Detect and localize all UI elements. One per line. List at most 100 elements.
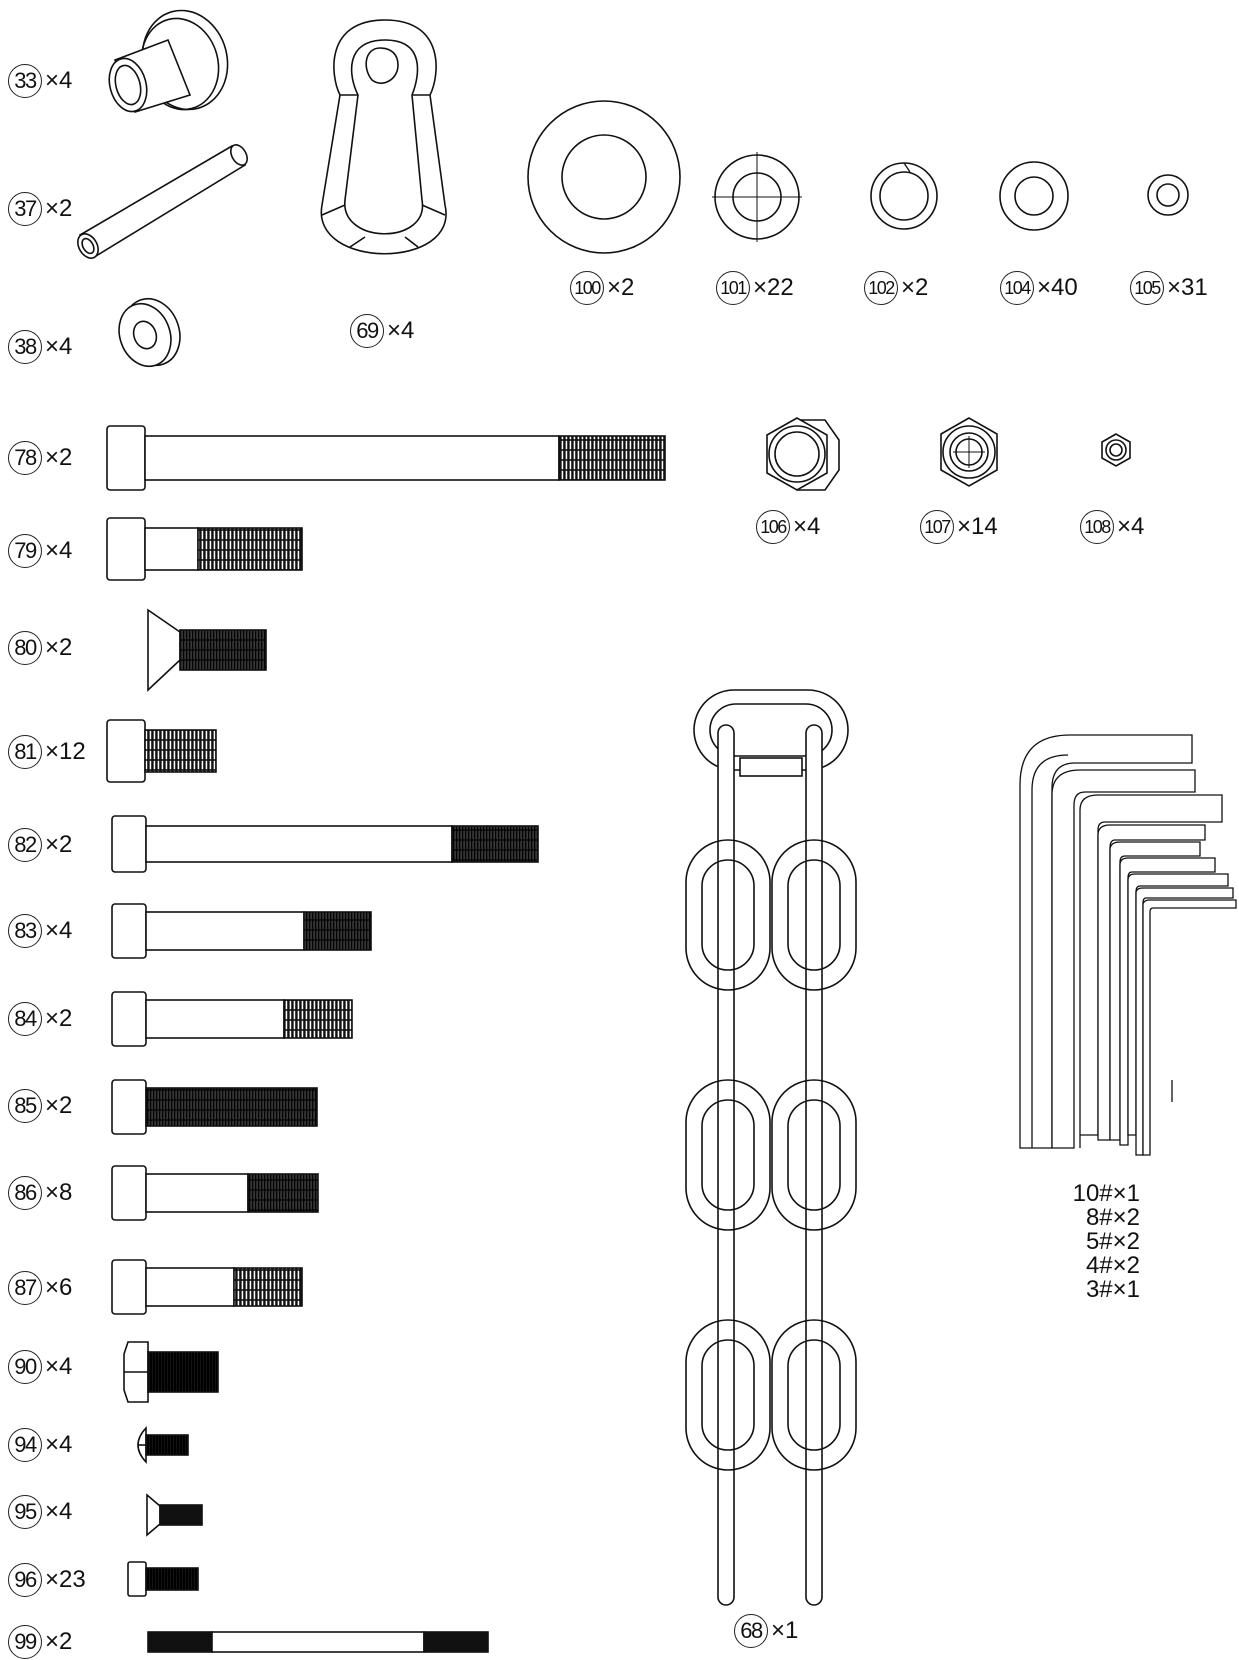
part-qty-79: ×4 bbox=[45, 537, 73, 564]
part-number-81: 81 bbox=[8, 735, 42, 769]
part-qty-108: ×4 bbox=[1117, 513, 1145, 540]
allen-key-4: 4#×2 bbox=[1085, 1252, 1140, 1279]
part-label-87: 87 ×6 bbox=[8, 1271, 72, 1305]
part-qty-37: ×2 bbox=[45, 195, 73, 222]
part-number-82: 82 bbox=[8, 828, 42, 862]
part-label-37: 37 ×2 bbox=[8, 192, 72, 226]
part-label-86: 86 ×8 bbox=[8, 1176, 72, 1210]
part-label-68: 68 ×1 bbox=[734, 1614, 798, 1648]
part-number-106: 106 bbox=[756, 510, 790, 544]
part-label-78: 78 ×2 bbox=[8, 441, 72, 475]
part-qty-69: ×4 bbox=[387, 317, 415, 344]
washer-38-icon bbox=[118, 297, 181, 368]
part-label-79: 79 ×4 bbox=[8, 534, 72, 568]
part-number-37: 37 bbox=[8, 192, 42, 226]
part-number-104: 104 bbox=[1000, 271, 1034, 305]
bolt-82-icon bbox=[111, 815, 539, 873]
part-number-38: 38 bbox=[8, 330, 42, 364]
allen-key-10: 10#×1 bbox=[1072, 1180, 1140, 1207]
part-number-105: 105 bbox=[1130, 271, 1164, 305]
part-number-107: 107 bbox=[920, 510, 954, 544]
part-number-80: 80 bbox=[8, 631, 42, 665]
chain-68-icon bbox=[685, 689, 857, 1606]
part-number-33: 33 bbox=[8, 64, 42, 98]
part-qty-106: ×4 bbox=[793, 513, 821, 540]
countersunk-bolt-95-icon bbox=[146, 1493, 203, 1537]
part-number-78: 78 bbox=[8, 441, 42, 475]
part-qty-105: ×31 bbox=[1167, 274, 1208, 301]
part-number-96: 96 bbox=[8, 1563, 42, 1597]
part-qty-107: ×14 bbox=[957, 513, 998, 540]
part-label-99: 99 ×2 bbox=[8, 1625, 72, 1659]
part-number-100: 100 bbox=[570, 271, 604, 305]
part-label-106: 106 ×4 bbox=[756, 510, 820, 544]
allen-key-list: 10#×1 8#×2 5#×2 4#×2 3#×1 bbox=[1050, 1182, 1140, 1302]
part-label-107: 107 ×14 bbox=[920, 510, 998, 544]
part-qty-90: ×4 bbox=[45, 1353, 73, 1380]
part-qty-99: ×2 bbox=[45, 1628, 73, 1655]
washer-100-icon bbox=[527, 100, 681, 254]
part-qty-83: ×4 bbox=[45, 917, 73, 944]
part-label-33: 33 ×4 bbox=[8, 64, 72, 98]
part-qty-87: ×6 bbox=[45, 1274, 73, 1301]
part-qty-86: ×8 bbox=[45, 1179, 73, 1206]
button-bolt-94-icon bbox=[137, 1425, 189, 1465]
part-qty-95: ×4 bbox=[45, 1498, 73, 1525]
part-number-87: 87 bbox=[8, 1271, 42, 1305]
part-number-68: 68 bbox=[734, 1614, 768, 1648]
part-qty-101: ×22 bbox=[753, 274, 794, 301]
bolt-79-icon bbox=[106, 517, 303, 581]
part-qty-78: ×2 bbox=[45, 444, 73, 471]
bushing-33-icon bbox=[108, 9, 229, 113]
part-label-83: 83 ×4 bbox=[8, 914, 72, 948]
part-number-90: 90 bbox=[8, 1350, 42, 1384]
part-qty-85: ×2 bbox=[45, 1092, 73, 1119]
bolt-81-icon bbox=[106, 719, 217, 783]
part-qty-82: ×2 bbox=[45, 831, 73, 858]
part-label-102: 102 ×2 bbox=[864, 271, 928, 305]
allen-key-3: 3#×1 bbox=[1085, 1276, 1140, 1303]
part-number-99: 99 bbox=[8, 1625, 42, 1659]
part-qty-33: ×4 bbox=[45, 67, 73, 94]
part-label-85: 85 ×2 bbox=[8, 1089, 72, 1123]
hex-bolt-90-icon bbox=[123, 1341, 219, 1403]
allen-keys-icon bbox=[1019, 734, 1237, 1156]
part-number-102: 102 bbox=[864, 271, 898, 305]
nut-106-icon bbox=[766, 417, 840, 491]
allen-key-5: 5#×2 bbox=[1085, 1228, 1140, 1255]
part-number-83: 83 bbox=[8, 914, 42, 948]
part-label-94: 94 ×4 bbox=[8, 1428, 72, 1462]
part-number-79: 79 bbox=[8, 534, 42, 568]
part-qty-84: ×2 bbox=[45, 1005, 73, 1032]
part-number-94: 94 bbox=[8, 1428, 42, 1462]
washer-105-icon bbox=[1147, 174, 1189, 216]
threaded-rod-99-icon bbox=[147, 1631, 489, 1653]
part-label-100: 100 ×2 bbox=[570, 271, 634, 305]
part-qty-102: ×2 bbox=[901, 274, 929, 301]
part-label-105: 105 ×31 bbox=[1130, 271, 1208, 305]
part-label-69: 69 ×4 bbox=[350, 314, 414, 348]
part-qty-104: ×40 bbox=[1037, 274, 1078, 301]
washer-104-icon bbox=[999, 161, 1069, 231]
part-qty-94: ×4 bbox=[45, 1431, 73, 1458]
part-number-101: 101 bbox=[716, 271, 750, 305]
bolt-83-icon bbox=[111, 903, 372, 959]
part-label-90: 90 ×4 bbox=[8, 1350, 72, 1384]
carabiner-69-icon bbox=[320, 19, 447, 255]
part-label-108: 108 ×4 bbox=[1080, 510, 1144, 544]
part-qty-96: ×23 bbox=[45, 1566, 86, 1593]
part-label-80: 80 ×2 bbox=[8, 631, 72, 665]
part-label-104: 104 ×40 bbox=[1000, 271, 1078, 305]
part-number-95: 95 bbox=[8, 1495, 42, 1529]
bolt-85-icon bbox=[111, 1079, 318, 1135]
bolt-86-icon bbox=[111, 1165, 319, 1221]
part-label-96: 96 ×23 bbox=[8, 1563, 86, 1597]
spacer-tube-37-icon bbox=[77, 144, 248, 259]
bolt-87-icon bbox=[111, 1259, 303, 1315]
bolt-78-icon bbox=[106, 425, 666, 491]
part-qty-38: ×4 bbox=[45, 333, 73, 360]
nut-108-icon bbox=[1101, 433, 1131, 467]
part-number-86: 86 bbox=[8, 1176, 42, 1210]
